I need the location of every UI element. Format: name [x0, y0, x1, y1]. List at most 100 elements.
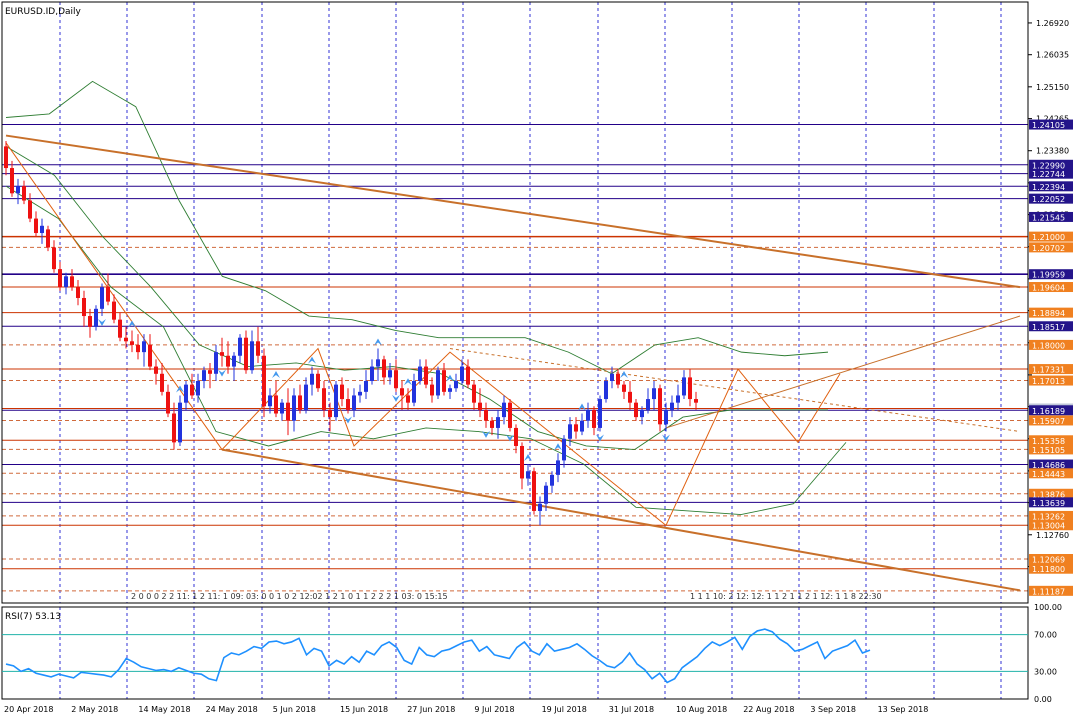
- fractal-up-arrow: [620, 371, 628, 379]
- rsi-tick-label: 70.00: [1034, 631, 1057, 640]
- fractal-up-arrow: [524, 454, 532, 462]
- frame: [1, 1, 1029, 700]
- candle-body: [94, 308, 98, 327]
- candle-body: [676, 395, 680, 403]
- candle-body: [184, 384, 188, 403]
- candle-body: [262, 355, 266, 407]
- level-label: 1.24105: [1032, 121, 1065, 130]
- level-label: 1.15358: [1032, 437, 1065, 446]
- candles: [4, 140, 698, 526]
- fractal-down-arrow: [98, 319, 106, 327]
- candle-body: [178, 402, 182, 443]
- fractal-down-arrow: [506, 434, 514, 442]
- fractal-down-arrow: [392, 394, 400, 402]
- trend-line: [449, 348, 1021, 433]
- strip-right: 1 1 1 10: 2 12: 12: 1 1 2 1 1 2 1 12: 1 …: [690, 592, 882, 601]
- level-label: 1.20702: [1032, 244, 1065, 253]
- candle-body: [484, 409, 488, 421]
- grid: [59, 2, 1002, 699]
- level-label-bg: [1029, 520, 1073, 531]
- candle-body: [340, 384, 344, 400]
- candle-body: [550, 474, 554, 486]
- candle-body: [490, 420, 494, 428]
- candle-body: [544, 485, 548, 504]
- chart-title: EURUSD.ID,Daily: [5, 7, 82, 17]
- fractals: [98, 319, 670, 462]
- candle-body: [106, 287, 110, 302]
- main-frame: [1, 1, 1029, 604]
- level-label-bg: [1029, 168, 1073, 179]
- candle-body: [22, 186, 26, 201]
- candle-body: [538, 503, 542, 511]
- candle-body: [394, 370, 398, 389]
- rsi-tick-label: 100.00: [1034, 603, 1062, 612]
- level-label-bg: [1029, 211, 1073, 222]
- candle-body: [424, 366, 428, 385]
- candle-body: [10, 168, 14, 194]
- candle-body: [292, 395, 296, 421]
- candle-body: [496, 417, 500, 428]
- zigzag: [5, 142, 841, 527]
- candle-body: [52, 247, 56, 270]
- candle-body: [598, 399, 602, 428]
- level-label-bg: [1029, 242, 1073, 253]
- trend-lines: [5, 134, 1021, 592]
- candle-body: [172, 413, 176, 443]
- rsi-line: [5, 628, 871, 684]
- level-label: 1.22052: [1032, 195, 1065, 204]
- date-label: 31 Jul 2018: [609, 705, 654, 714]
- candle-body: [160, 373, 164, 392]
- candle-body: [526, 471, 530, 479]
- candle-body: [472, 384, 476, 403]
- candle-body: [82, 297, 86, 317]
- fractal-up-arrow: [446, 374, 454, 382]
- candle-body: [622, 384, 626, 392]
- candle-body: [478, 402, 482, 410]
- candle-body: [502, 402, 506, 418]
- rsi-tick-label: 30.00: [1034, 667, 1057, 676]
- level-label: 1.13262: [1032, 512, 1065, 521]
- fractal-down-arrow: [344, 416, 352, 424]
- date-label: 15 Jun 2018: [340, 705, 388, 714]
- level-label: 1.22990: [1032, 161, 1065, 170]
- candle-body: [226, 355, 230, 367]
- candle-body: [232, 355, 236, 367]
- candle-body: [4, 146, 8, 169]
- candle-body: [130, 341, 134, 345]
- zigzag-line: [5, 142, 841, 527]
- candle-body: [34, 218, 38, 234]
- level-label-bg: [1029, 405, 1073, 416]
- level-label: 1.18894: [1032, 309, 1065, 318]
- band-upper: [5, 80, 829, 375]
- price-tick-label: 1.26035: [1036, 51, 1069, 60]
- level-label-bg: [1029, 119, 1073, 130]
- fractal-up-arrow: [128, 320, 136, 328]
- date-label: 5 Jun 2018: [273, 705, 316, 714]
- level-label: 1.17013: [1032, 377, 1065, 386]
- rsi-frame: [1, 606, 1029, 700]
- candle-body: [100, 287, 104, 309]
- level-label-bg: [1029, 435, 1073, 446]
- candle-body: [328, 409, 332, 418]
- level-label-bg: [1029, 375, 1073, 386]
- date-label: 22 Aug 2018: [743, 705, 794, 714]
- candle-body: [640, 409, 644, 418]
- candle-body: [76, 287, 80, 298]
- level-label-bg: [1029, 321, 1073, 332]
- level-label: 1.16189: [1032, 407, 1065, 416]
- candle-body: [322, 388, 326, 410]
- level-label: 1.14443: [1032, 470, 1065, 479]
- candle-body: [316, 373, 320, 389]
- level-label: 1.14686: [1032, 461, 1065, 470]
- candle-body: [400, 388, 404, 396]
- level-label: 1.11187: [1032, 587, 1065, 596]
- date-label: 19 Jul 2018: [542, 705, 587, 714]
- level-label-bg: [1029, 181, 1073, 192]
- candle-body: [412, 381, 416, 403]
- date-label: 13 Sep 2018: [878, 705, 929, 714]
- candle-body: [520, 445, 524, 479]
- level-label-bg: [1029, 468, 1073, 479]
- date-label: 9 Jul 2018: [474, 705, 514, 714]
